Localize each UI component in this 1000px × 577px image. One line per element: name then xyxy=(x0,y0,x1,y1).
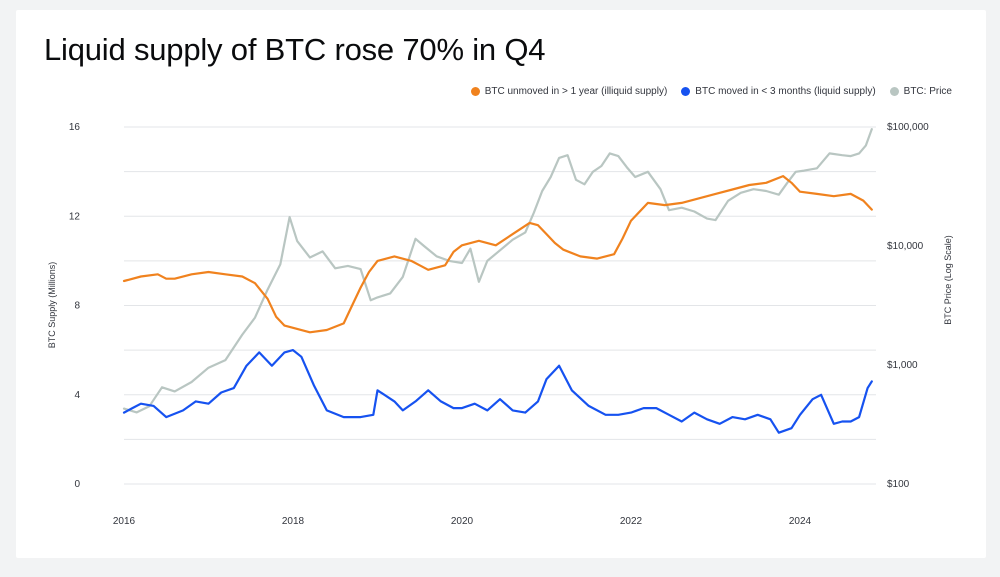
y2-tick-label: $100 xyxy=(887,479,910,490)
legend-swatch-liquid-supply xyxy=(681,87,691,96)
legend-item-btc-price: BTC: Price xyxy=(889,86,952,97)
chart-card xyxy=(16,10,986,558)
legend-item-illiquid-supply: BTC unmoved in > 1 year (illiquid supply… xyxy=(470,86,668,97)
x-tick-label: 2024 xyxy=(789,516,812,527)
y2-tick-label: $10,000 xyxy=(887,241,924,252)
x-tick-label: 2020 xyxy=(451,516,474,527)
legend-swatch-btc-price xyxy=(889,87,899,96)
legend-item-liquid-supply: BTC moved in < 3 months (liquid supply) xyxy=(681,86,876,97)
y-tick-label: 4 xyxy=(74,390,80,401)
series-line-btc-price xyxy=(122,128,873,414)
series-line-liquid-supply xyxy=(122,349,873,434)
x-tick-label: 2022 xyxy=(620,516,643,527)
x-tick-label: 2018 xyxy=(282,516,305,527)
legend-label-btc-price: BTC: Price xyxy=(903,86,952,97)
y2-tick-label: $100,000 xyxy=(887,122,929,133)
chart-legend: BTC unmoved in > 1 year (illiquid supply… xyxy=(470,86,952,97)
y-tick-label: 8 xyxy=(74,301,80,312)
y-axis-title: BTC Supply (Millions) xyxy=(47,262,57,349)
y2-axis-title: BTC Price (Log Scale) xyxy=(943,235,953,325)
legend-label-illiquid-supply: BTC unmoved in > 1 year (illiquid supply… xyxy=(484,86,668,97)
legend-swatch-illiquid-supply xyxy=(470,87,480,96)
y-tick-label: 0 xyxy=(74,479,80,490)
series-line-illiquid-supply xyxy=(122,175,873,334)
y2-tick-label: $1,000 xyxy=(887,360,918,371)
y-tick-label: 16 xyxy=(69,122,81,133)
legend-label-liquid-supply: BTC moved in < 3 months (liquid supply) xyxy=(695,86,876,97)
y-tick-label: 12 xyxy=(69,211,81,222)
chart-title: Liquid supply of BTC rose 70% in Q4 xyxy=(44,32,546,67)
x-tick-label: 2016 xyxy=(113,516,136,527)
